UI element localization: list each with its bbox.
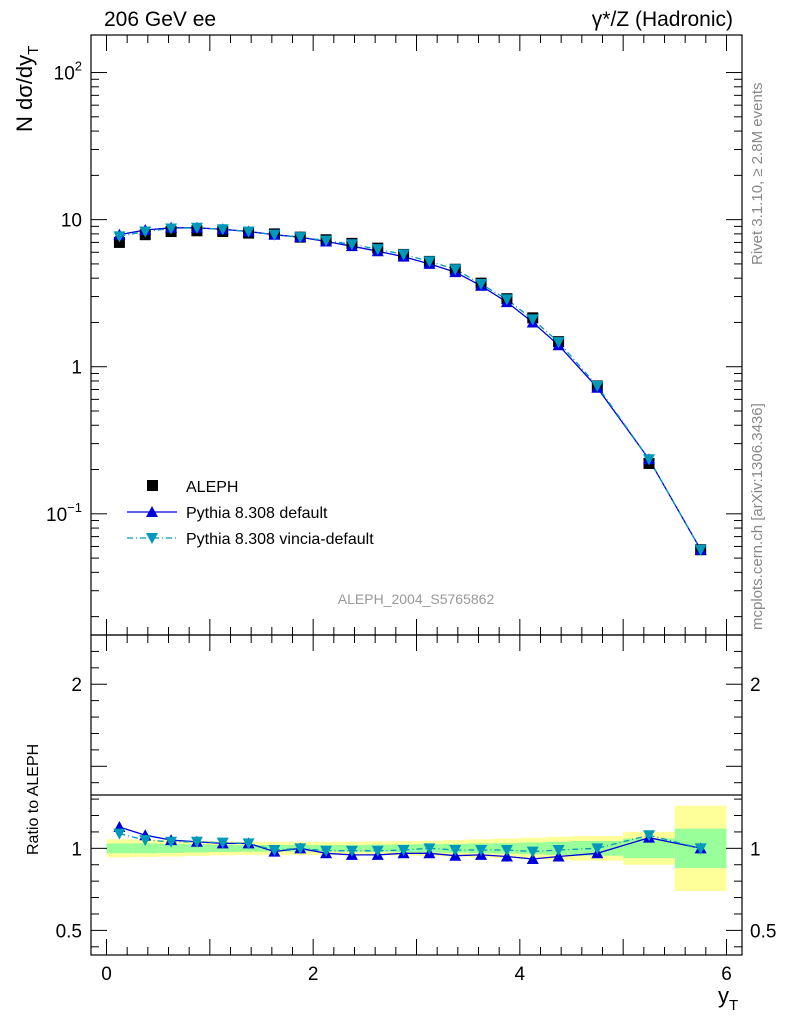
xtick-label: 6 [721,964,732,985]
ratio-ytick-label-left: 1 [71,839,82,860]
ratio-vincia-point [552,844,565,856]
ratio-vincia-point [216,837,229,849]
vincia-point [216,224,229,236]
legend-label-aleph: ALEPH [186,479,238,496]
ratio-vincia-point [294,843,307,855]
main-ytick-label: 10−1 [46,500,82,526]
ratio-ytick-label-right: 1 [750,839,761,860]
ratio-vincia-point [475,844,488,856]
ratio-vincia-point [268,844,281,856]
ratio-series [113,821,707,864]
ratio-vincia-point [449,844,462,856]
vincia-point [113,231,126,243]
ratio-pythia-default-point [552,850,565,862]
vincia-point [242,226,255,238]
svg-text:N dσ/dyT: N dσ/dyT [12,46,42,132]
mcplots-label: mcplots.cern.ch [arXiv:1306.3436] [749,403,766,630]
ratio-vincia-point [694,843,707,855]
legend-entry-vincia: Pythia 8.308 vincia-default [127,531,374,548]
vincia-point [475,279,488,291]
ratio-vincia-point [371,845,384,857]
main-ylabel: N dσ/dyT [12,46,42,132]
ratio-pythia-default-point [500,850,513,862]
ratio-vincia-point [113,828,126,840]
ratio-vincia-point [526,846,539,858]
aleph-data-point [113,236,125,248]
vincia-line [119,227,702,551]
header-left: 206 GeV ee [104,8,216,31]
legend-entry-pythia-default: Pythia 8.308 default [127,505,328,522]
ratio-ytick-label-left: 0.5 [56,921,82,942]
xtick-label: 2 [308,964,319,985]
vincia-point [397,249,410,261]
vincia-point [449,264,462,276]
band-inner-bin [623,838,675,859]
header-right: γ*/Z (Hadronic) [592,8,733,31]
ratio-vincia-point [500,844,513,856]
band-inner-bin [132,843,159,854]
ratio-vincia-point [242,838,255,850]
ratio-vincia-point [139,835,152,847]
legend-marker-square [147,480,158,491]
ratio-vincia-point [320,845,333,857]
pythia-default-line [119,227,702,551]
ratio-vincia-point [345,845,358,857]
vincia-point [526,314,539,326]
legend-marker-triangle-down [146,533,158,544]
xtick-label: 4 [515,964,526,985]
ratio-pythia-default-point [526,853,539,864]
ratio-bands [106,805,727,891]
rivet-version-label: Rivet 3.1.10, ≥ 2.8M events [749,83,766,266]
ratio-ytick-label-left: 2 [71,675,82,696]
analysis-id-label: ALEPH_2004_S5765862 [338,591,495,607]
vincia-point [268,229,281,241]
main-series [113,221,707,556]
main-ytick-label: 102 [54,59,82,85]
legend-label-vincia: Pythia 8.308 vincia-default [186,531,374,548]
ratio-ytick-label-right: 0.5 [750,921,776,942]
legend-entry-aleph: ALEPH [147,479,238,496]
vincia-point [345,239,358,251]
vincia-point [294,232,307,244]
vincia-point [320,235,333,247]
main-ytick-label: 10 [61,211,82,232]
legend-marker-triangle-up [146,506,158,517]
ratio-y-axis: 0.5 0.5 1 1 2 2 [56,634,776,948]
vincia-point [371,244,384,256]
vincia-point [591,380,604,392]
vincia-point [552,337,565,349]
legend-label-pythia-default: Pythia 8.308 default [186,505,328,522]
ratio-vincia-point [643,830,655,842]
ratio-vincia-point [165,836,178,848]
band-inner-bin [184,844,210,853]
x-axis: 0 2 4 6 [101,35,732,985]
x-axis-label: yT [718,983,738,1014]
ratio-vincia-point [591,843,604,855]
band-inner-bin [106,843,133,854]
main-ytick-label: 1 [71,358,82,379]
vincia-point [165,223,178,235]
vincia-point [694,544,707,556]
ratio-vincia-point [397,844,410,856]
svg-text:yT: yT [718,983,738,1014]
main-y-axis: 10−1 1 10 102 [46,59,742,618]
vincia-point [423,256,436,268]
ratio-ytick-label-right: 2 [750,675,761,696]
ratio-ylabel: Ratio to ALEPH [25,744,42,855]
vincia-point [500,294,513,306]
ratio-vincia-point [190,836,203,848]
vincia-point [190,222,203,234]
vincia-point [139,226,152,238]
ratio-vincia-point [423,843,436,855]
band-inner-bin [158,843,184,853]
legend: ALEPH Pythia 8.308 default Pythia 8.308 … [127,479,374,548]
xtick-label: 0 [101,964,112,985]
vincia-point [643,454,655,466]
